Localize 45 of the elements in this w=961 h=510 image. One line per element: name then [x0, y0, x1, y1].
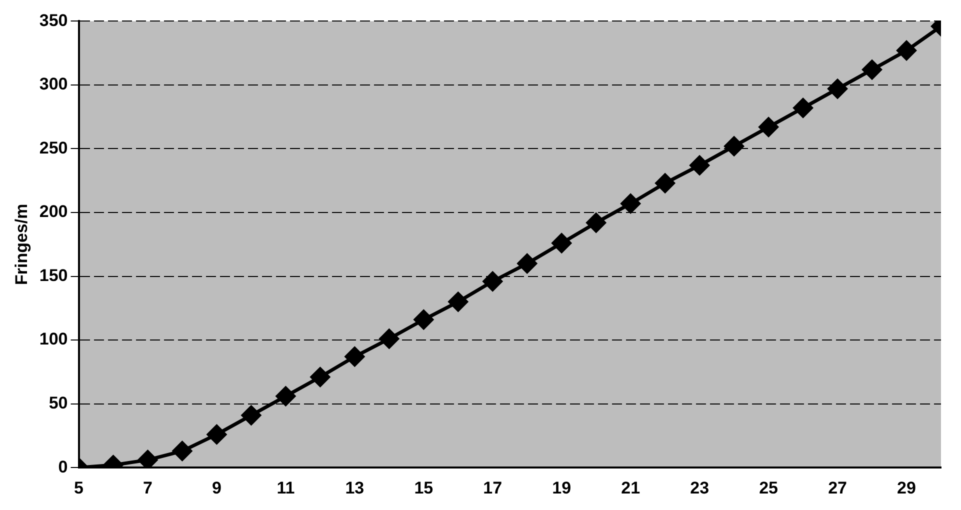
x-tick-label: 21	[621, 478, 640, 498]
point	[482, 272, 502, 292]
x-tick-label: 17	[483, 478, 502, 498]
point	[344, 346, 364, 366]
point	[206, 424, 226, 444]
y-axis-title: Fringes/m	[12, 204, 31, 286]
x-tick-label: 25	[759, 478, 778, 498]
point	[138, 450, 158, 468]
x-tick-label: 9	[212, 478, 222, 498]
x-tick-label: 23	[690, 478, 710, 498]
x-tick-label: 5	[74, 478, 84, 498]
point	[724, 136, 744, 156]
point	[690, 156, 710, 176]
x-tick-label: 15	[414, 478, 434, 498]
x-tick-label: 7	[143, 478, 152, 498]
y-tick-label: 350	[39, 10, 68, 30]
point	[793, 98, 813, 118]
point	[828, 79, 848, 99]
point	[276, 386, 296, 406]
point	[310, 367, 330, 387]
y-tick-label: 0	[58, 457, 68, 476]
point	[862, 60, 882, 80]
point	[896, 40, 916, 60]
x-tick-label: 11	[276, 478, 295, 498]
point	[448, 292, 468, 312]
point	[758, 117, 778, 137]
x-tick-label: 29	[897, 478, 916, 498]
point	[586, 212, 606, 232]
point	[517, 254, 537, 274]
point	[655, 173, 675, 193]
x-tick-label: 19	[552, 478, 572, 498]
x-tick-label: 27	[828, 478, 847, 498]
y-tick-label: 50	[48, 394, 68, 413]
y-tick-label: 300	[39, 74, 68, 94]
point	[379, 329, 399, 349]
y-tick-label: 250	[39, 138, 68, 158]
y-tick-label: 100	[39, 330, 68, 349]
point	[414, 310, 434, 330]
point	[620, 194, 640, 214]
y-tick-label: 200	[39, 202, 68, 222]
point	[172, 441, 192, 461]
y-tick-label: 150	[39, 266, 68, 285]
point	[241, 406, 261, 426]
point	[552, 233, 572, 253]
x-tick-label: 13	[345, 478, 364, 498]
